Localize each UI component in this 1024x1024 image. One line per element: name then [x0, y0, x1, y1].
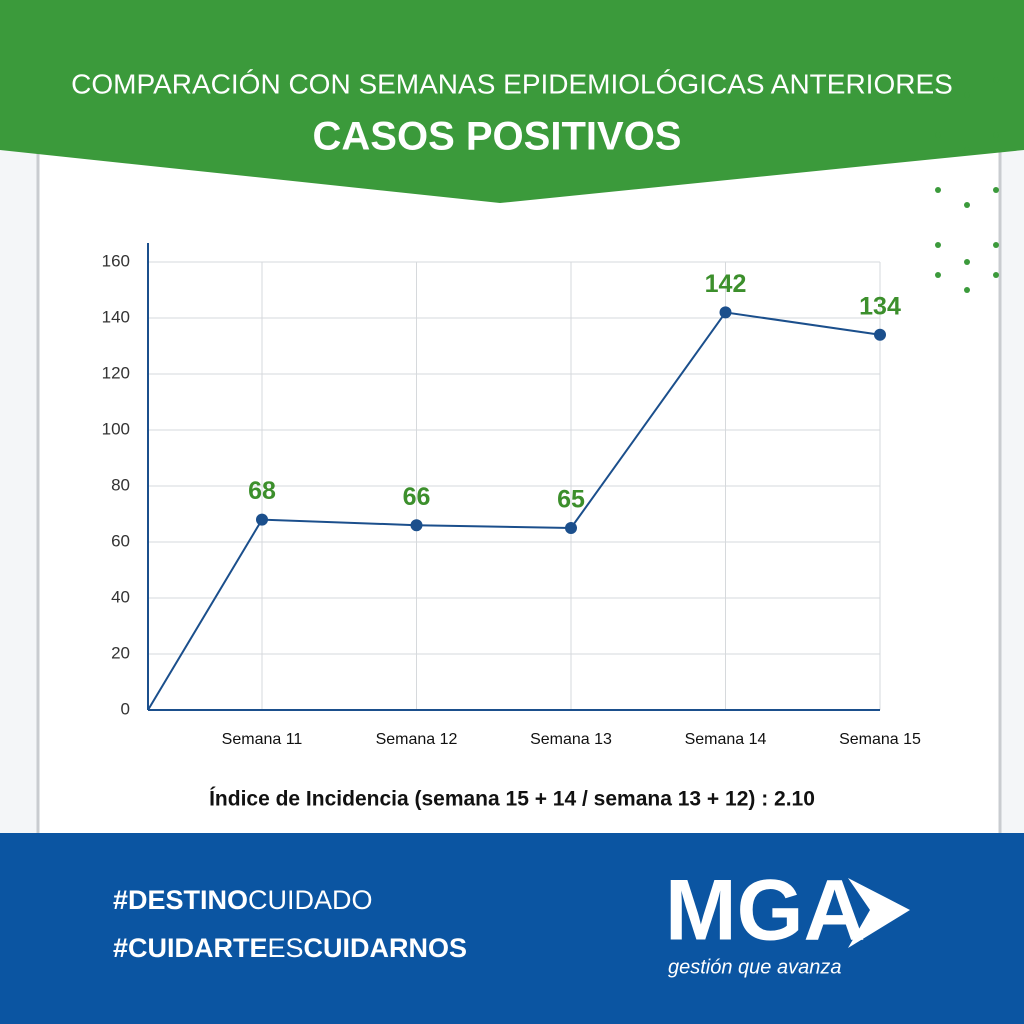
header-subtitle: CASOS POSITIVOS — [313, 115, 682, 159]
plot: 0 20 40 60 80 100 120 140 160 Semana 11 Semana 12 S… — [102, 243, 921, 748]
point — [410, 519, 423, 532]
hashtag-part: #CUIDARTE — [113, 933, 268, 963]
y-tick-label: 0 — [121, 699, 130, 718]
slogan: gestión que avanza — [668, 956, 841, 978]
point — [565, 522, 577, 534]
point — [874, 328, 886, 341]
point — [256, 513, 268, 526]
hashtag-part: CUIDARNOS — [304, 933, 468, 963]
data-label: 65 — [557, 486, 585, 514]
x-tick-label: Semana 12 — [376, 731, 458, 748]
x-tick-label: Semana 13 — [530, 731, 612, 748]
hashtag: #CUIDARTEESCUIDARNOS — [113, 933, 467, 963]
data-label: 66 — [403, 483, 431, 511]
y-tick-label: 80 — [111, 475, 130, 494]
data-label: 142 — [705, 270, 747, 298]
hashtag-part: #DESTINO — [113, 885, 248, 915]
hashtag: #DESTINOCUIDADO — [113, 885, 373, 915]
x-tick-label: Semana 15 — [839, 731, 921, 748]
header-title: COMPARACIÓN CON SEMANAS EPIDEMIOLÓGICAS … — [71, 68, 953, 99]
y-tick-label: 20 — [111, 643, 130, 662]
y-tick-label: 140 — [102, 307, 130, 326]
x-tick-label: Semana 14 — [685, 731, 767, 748]
dot-pattern — [935, 77, 999, 293]
y-tick-label: 100 — [102, 419, 130, 438]
y-tick-label: 60 — [111, 531, 130, 550]
y-tick-label: 40 — [111, 587, 130, 606]
footer-band — [0, 833, 1024, 1024]
data-label: 134 — [859, 292, 901, 320]
x-tick-label: Semana 11 — [222, 731, 303, 748]
logo: MGA — [665, 863, 866, 959]
point — [719, 306, 732, 319]
y-tick-label: 120 — [102, 363, 130, 382]
header-band — [0, 0, 1024, 203]
y-tick-label: 160 — [102, 251, 130, 270]
hashtag-part: ES — [268, 933, 304, 963]
incidence-note: Índice de Incidencia (semana 15 + 14 / s… — [209, 788, 815, 811]
hashtag-part: CUIDADO — [248, 885, 373, 915]
data-label: 68 — [248, 477, 276, 505]
logo-arrow — [848, 878, 910, 948]
series-line — [147, 311, 881, 711]
